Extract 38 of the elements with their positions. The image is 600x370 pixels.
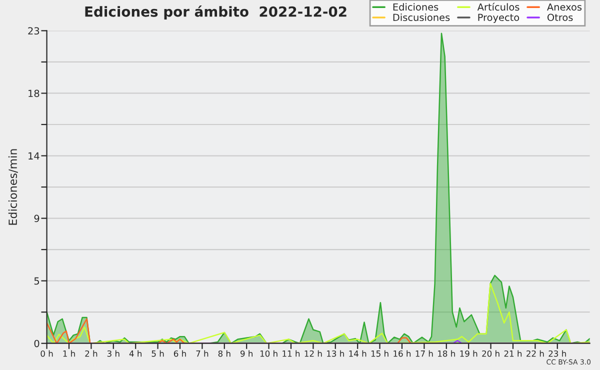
x-tick-label: 9 h — [240, 350, 253, 357]
x-tick-label: 18 h — [438, 350, 455, 357]
x-tick-label: 1 h — [63, 350, 75, 357]
x-tick-label: 11 h — [282, 350, 300, 357]
x-tick-label: 21 h — [504, 350, 522, 357]
x-tick-label: 10 h — [260, 350, 278, 357]
x-tick-label: 3 h — [107, 350, 120, 357]
x-tick-label: 7 h — [196, 350, 208, 357]
x-tick-label: 22 h — [526, 350, 544, 357]
x-tick-label: 16 h — [394, 350, 411, 357]
x-tick-label: 19 h — [460, 350, 478, 357]
x-tick-label: 15 h — [371, 350, 388, 357]
legend-label: Otros — [547, 14, 573, 22]
y-tick-label: 23 — [28, 27, 40, 35]
x-tick-label: 17 h — [416, 350, 433, 357]
x-tick-label: 20 h — [482, 350, 500, 357]
y-tick-label: 9 — [34, 214, 40, 222]
x-tick-label: 0 h — [40, 350, 53, 357]
y-tick-label: 5 — [34, 277, 40, 285]
y-tick-label: 0 — [34, 340, 40, 348]
legend-label: Artículos — [477, 2, 520, 11]
x-tick-label: 23 h — [548, 350, 566, 357]
x-tick-label: 8 h — [218, 350, 230, 357]
x-tick-label: 13 h — [327, 350, 344, 357]
y-axis-title: Ediciones/min — [8, 149, 18, 225]
legend-label: Anexos — [547, 3, 582, 11]
legend-label: Ediciones — [393, 3, 438, 11]
y-tick-label: 18 — [28, 90, 40, 98]
y-tick-label: 14 — [28, 152, 40, 160]
chart-title: Ediciones por ámbito 2022-12-02 — [85, 6, 346, 20]
legend-label: Proyecto — [478, 14, 520, 23]
x-tick-label: 4 h — [129, 350, 142, 357]
x-tick-label: 5 h — [152, 350, 164, 357]
x-tick-label: 2 h — [85, 350, 98, 357]
x-tick-label: 6 h — [174, 350, 186, 357]
x-tick-label: 14 h — [349, 350, 366, 357]
x-tick-label: 12 h — [304, 350, 322, 357]
legend-label: Discusiones — [393, 14, 450, 22]
